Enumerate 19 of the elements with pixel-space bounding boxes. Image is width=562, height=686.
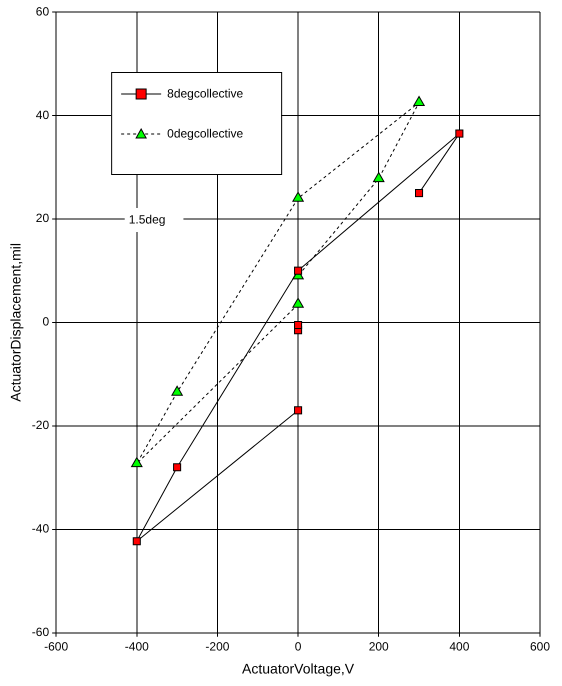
x-axis-title: ActuatorVoltage,V xyxy=(242,660,355,676)
y-tick-label: -20 xyxy=(32,418,50,432)
x-tick-label: -600 xyxy=(44,639,68,654)
y-tick-label: -60 xyxy=(32,625,50,640)
y-axis-title: ActuatorDisplacement,mil xyxy=(7,243,24,402)
y-tick-label: 40 xyxy=(36,108,50,122)
y-tick-label: -40 xyxy=(32,522,50,536)
x-tick-label: -200 xyxy=(205,639,230,654)
y-tick-label: 60 xyxy=(36,4,50,18)
legend-label: 0degcollective xyxy=(167,126,244,140)
x-tick-label: 200 xyxy=(368,639,390,654)
annotation: 1.5deg xyxy=(128,212,166,226)
legend-label: 8degcollective xyxy=(167,86,244,100)
x-tick-label: 600 xyxy=(530,639,550,654)
x-tick-label: 400 xyxy=(449,639,470,654)
x-tick-label: 0 xyxy=(294,639,302,654)
y-tick-label: 0 xyxy=(42,314,50,329)
y-tick-label: 20 xyxy=(36,211,50,226)
x-tick-label: -400 xyxy=(124,639,150,654)
